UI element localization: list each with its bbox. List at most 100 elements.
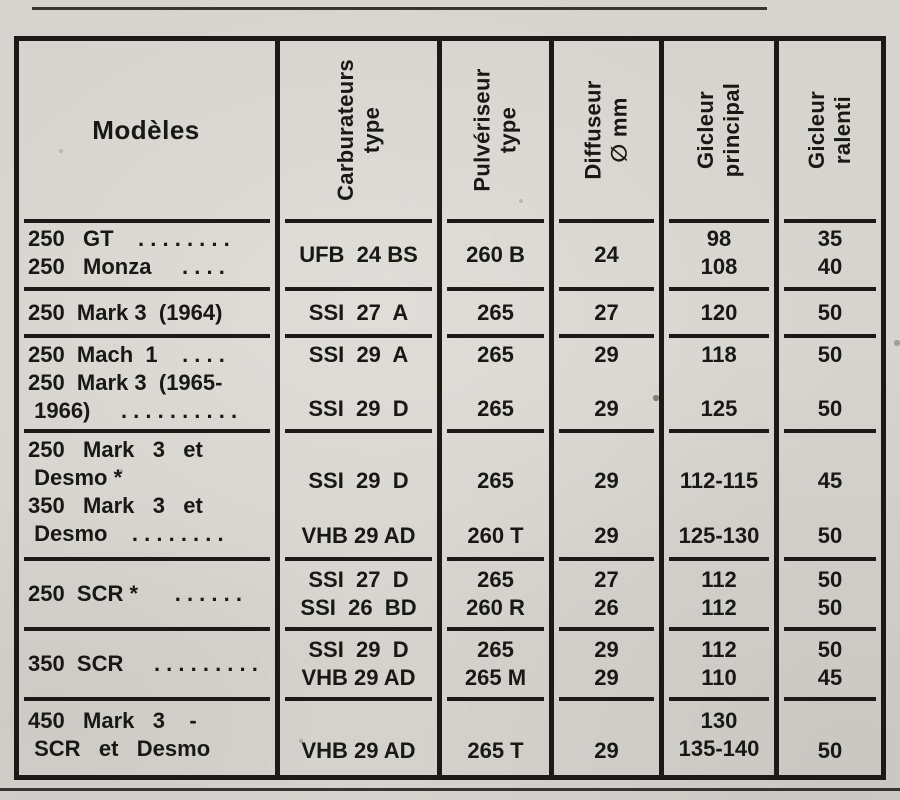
diff-value: 29 bbox=[594, 665, 619, 690]
ralenti-value: 50 bbox=[817, 567, 843, 592]
carb-value: SSI 29 D bbox=[308, 468, 409, 493]
ralenti-value: 50 bbox=[817, 299, 843, 325]
model-line: 250 Mach 1 . . . . bbox=[28, 342, 225, 367]
pulv-value: 265 bbox=[477, 396, 514, 421]
model-line: Desmo * bbox=[28, 465, 123, 490]
carb-cell-g6: SSI 29 D VHB 29 AD bbox=[275, 627, 437, 697]
pulv-cell-g5: 265 260 R bbox=[437, 557, 549, 627]
carb-cell-g3: SSI 29 A SSI 29 D bbox=[275, 334, 437, 429]
model-line: 1966) . . . . . . . . . . bbox=[28, 398, 238, 423]
pulv-cell-g2: 265 bbox=[437, 287, 549, 334]
header-cell-gicleur-ralenti: Gicleur ralenti bbox=[774, 41, 881, 219]
principal-value: 118 bbox=[701, 342, 737, 367]
pulv-cell-g1: 260 B bbox=[437, 219, 549, 287]
diff-cell-g5: 27 26 bbox=[549, 557, 659, 627]
pulv-value: 265 T bbox=[467, 738, 524, 763]
ralenti-cell-g7: 50 bbox=[774, 697, 881, 775]
ralenti-value: 50 bbox=[817, 396, 843, 421]
pulv-value: 265 bbox=[477, 567, 514, 592]
model-line: SCR et Desmo bbox=[28, 736, 211, 761]
column-header-gicleur-principal: Gicleur principal bbox=[692, 82, 744, 178]
pulv-value: 260 T bbox=[467, 523, 524, 548]
model-line: 250 SCR * . . . . . . bbox=[28, 581, 242, 606]
model-cell-g2: 250 Mark 3 (1964) bbox=[19, 287, 275, 334]
carb-value: SSI 29 D bbox=[308, 396, 409, 421]
principal-cell-g7: 130 135-140 bbox=[659, 697, 774, 775]
model-line: Desmo . . . . . . . . bbox=[28, 521, 224, 546]
diff-value: 27 bbox=[594, 567, 619, 592]
ralenti-cell-g6: 50 45 bbox=[774, 627, 881, 697]
principal-value: 112 bbox=[701, 567, 737, 592]
diameter-symbol: ∅ mm bbox=[606, 97, 632, 163]
column-header-diffuseur: Diffuseur ∅ mm bbox=[580, 80, 632, 180]
ralenti-value: 50 bbox=[817, 595, 843, 620]
model-cell-g6: 350 SCR . . . . . . . . . bbox=[19, 627, 275, 697]
scan-artifact-top-line bbox=[32, 7, 767, 10]
carb-cell-g7: VHB 29 AD bbox=[275, 697, 437, 775]
model-line: 250 Mark 3 (1965- bbox=[28, 370, 223, 395]
principal-cell-g2: 120 bbox=[659, 287, 774, 334]
pulv-value: 260 R bbox=[466, 595, 525, 620]
principal-value: 108 bbox=[700, 254, 738, 279]
principal-cell-g4: 112-115 125-130 bbox=[659, 429, 774, 557]
diff-value: 29 bbox=[594, 342, 619, 367]
model-cell-g1: 250 GT . . . . . . . . 250 Monza . . . . bbox=[19, 219, 275, 287]
principal-value: 125-130 bbox=[678, 523, 760, 548]
principal-value: 135-140 bbox=[678, 736, 760, 761]
model-line: 350 SCR . . . . . . . . . bbox=[28, 651, 258, 676]
ralenti-value: 40 bbox=[817, 254, 843, 279]
diff-value: 29 bbox=[594, 637, 619, 662]
diff-cell-g1: 24 bbox=[549, 219, 659, 287]
carb-value: SSI 27 A bbox=[308, 299, 409, 325]
header-cell-modeles: Modèles bbox=[19, 41, 275, 219]
header-cell-gicleur-principal: Gicleur principal bbox=[659, 41, 774, 219]
principal-cell-g5: 112 112 bbox=[659, 557, 774, 627]
carb-cell-g5: SSI 27 D SSI 26 BD bbox=[275, 557, 437, 627]
column-header-gicleur-ralenti: Gicleur ralenti bbox=[803, 91, 855, 169]
principal-value: 112 bbox=[701, 637, 737, 662]
pulv-value: 265 M bbox=[464, 665, 527, 690]
pulv-cell-g6: 265 265 M bbox=[437, 627, 549, 697]
principal-value: 112-115 bbox=[679, 468, 759, 493]
carb-value: SSI 26 BD bbox=[300, 595, 417, 620]
paper-speckles bbox=[0, 0, 2, 2]
principal-cell-g1: 98 108 bbox=[659, 219, 774, 287]
principal-value: 125 bbox=[700, 396, 738, 421]
pulv-value: 265 bbox=[477, 342, 514, 367]
diff-value: 27 bbox=[594, 299, 619, 325]
ralenti-value: 45 bbox=[817, 665, 843, 690]
header-cell-carburateurs: Carburateurs type bbox=[275, 41, 437, 219]
carb-value: SSI 29 A bbox=[308, 342, 409, 367]
principal-value: 112 bbox=[701, 595, 737, 620]
diff-cell-g4: 29 29 bbox=[549, 429, 659, 557]
model-cell-g5: 250 SCR * . . . . . . bbox=[19, 557, 275, 627]
ralenti-value: 35 bbox=[817, 226, 843, 251]
model-cell-g3: 250 Mach 1 . . . . 250 Mark 3 (1965- 196… bbox=[19, 334, 275, 429]
diff-value: 29 bbox=[594, 468, 619, 493]
diff-cell-g3: 29 29 bbox=[549, 334, 659, 429]
principal-cell-g3: 118 125 bbox=[659, 334, 774, 429]
ralenti-cell-g2: 50 bbox=[774, 287, 881, 334]
ralenti-value: 50 bbox=[817, 523, 843, 548]
carb-value: SSI 27 D bbox=[308, 567, 409, 592]
model-cell-g7: 450 Mark 3 - SCR et Desmo bbox=[19, 697, 275, 775]
header-cell-diffuseur: Diffuseur ∅ mm bbox=[549, 41, 659, 219]
diff-value: 29 bbox=[594, 738, 619, 763]
principal-value: 110 bbox=[701, 665, 737, 690]
carb-cell-g2: SSI 27 A bbox=[275, 287, 437, 334]
diff-cell-g6: 29 29 bbox=[549, 627, 659, 697]
model-line: 250 Monza . . . . bbox=[28, 254, 225, 279]
carb-value: VHB 29 AD bbox=[301, 738, 416, 763]
diff-value: 29 bbox=[594, 396, 619, 421]
model-line: 250 GT . . . . . . . . bbox=[28, 226, 230, 251]
carb-value: VHB 29 AD bbox=[301, 665, 416, 690]
diff-value: 29 bbox=[594, 523, 619, 548]
header-cell-pulveriseur: Pulvériseur type bbox=[437, 41, 549, 219]
principal-cell-g6: 112 110 bbox=[659, 627, 774, 697]
principal-value: 130 bbox=[700, 708, 738, 733]
ralenti-cell-g4: 45 50 bbox=[774, 429, 881, 557]
model-cell-g4: 250 Mark 3 et Desmo * 350 Mark 3 et Desm… bbox=[19, 429, 275, 557]
carb-value: VHB 29 AD bbox=[301, 523, 416, 548]
model-line: 450 Mark 3 - bbox=[28, 708, 197, 733]
scan-artifact-bottom-line bbox=[0, 788, 900, 791]
